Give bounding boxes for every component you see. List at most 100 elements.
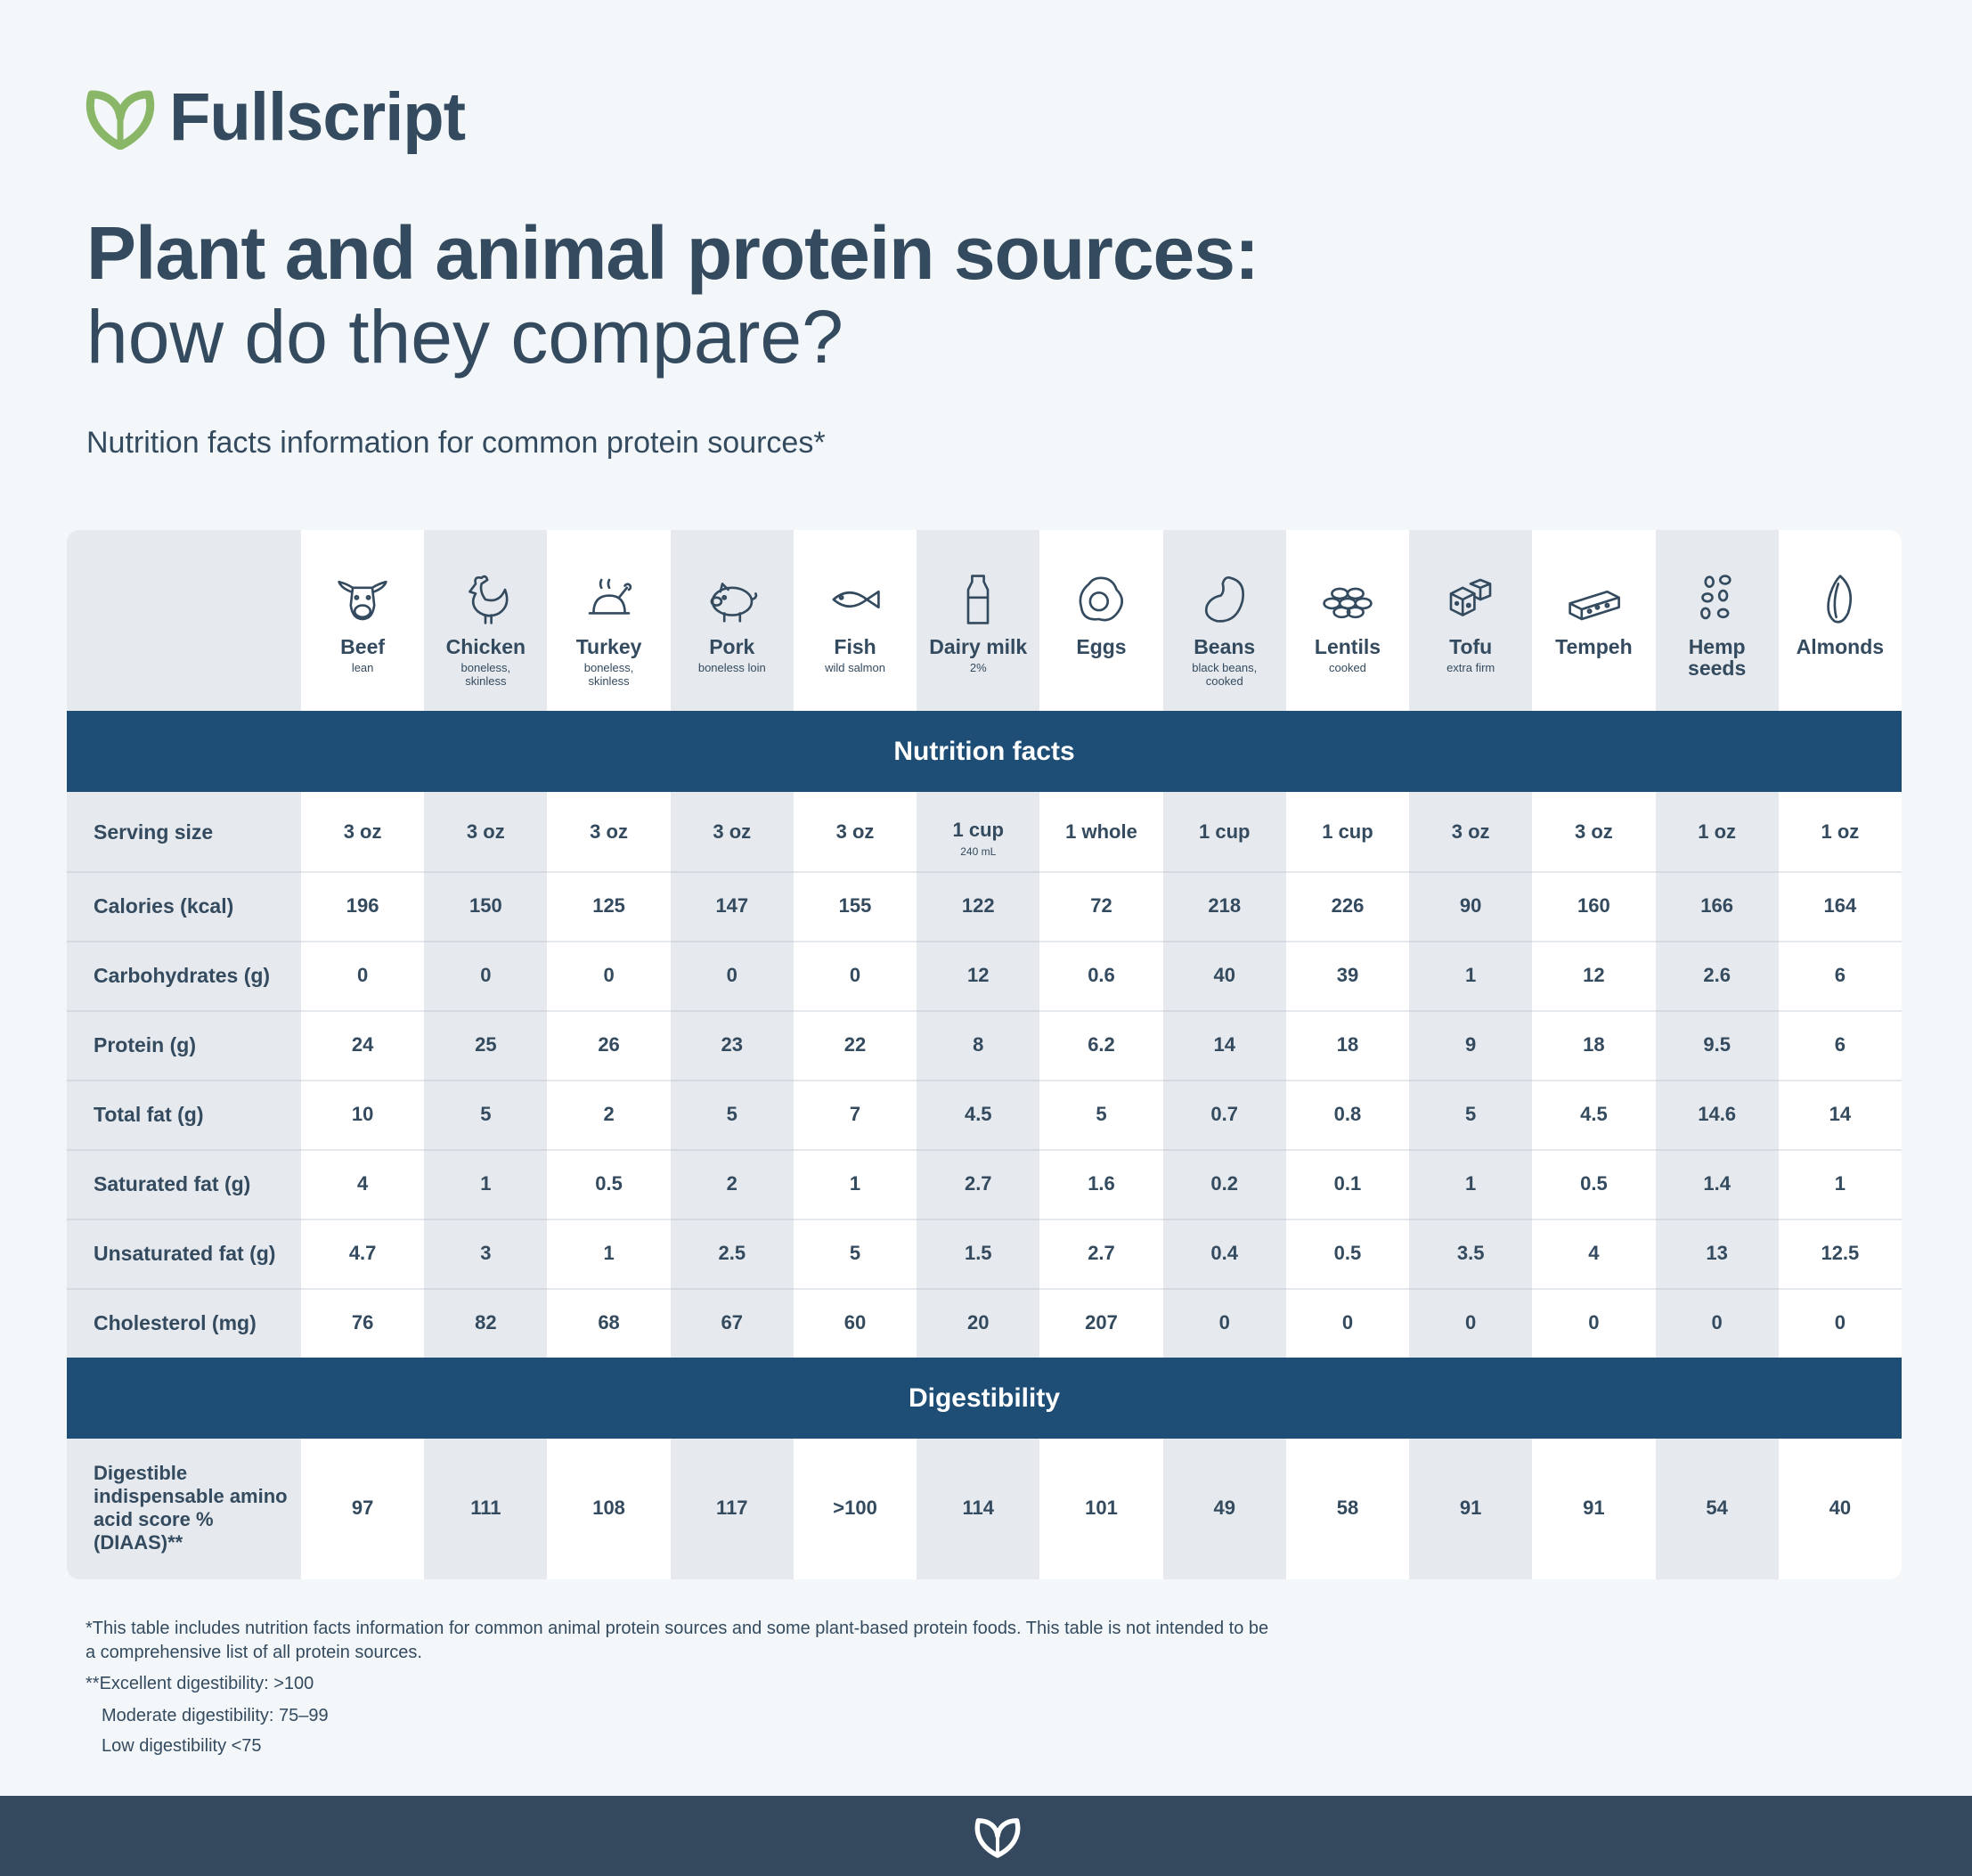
value-cell: 68 — [547, 1288, 670, 1358]
value-text: 0 — [1834, 1311, 1846, 1334]
row-label: Carbohydrates (g) — [94, 964, 271, 987]
value-text: 4.7 — [348, 1242, 377, 1264]
value-cell: 5 — [1409, 1080, 1532, 1149]
value-cell: 108 — [547, 1439, 670, 1578]
value-cell: 13 — [1656, 1219, 1779, 1288]
value-text: 114 — [962, 1497, 995, 1519]
value-text: 117 — [716, 1497, 748, 1519]
value-cell: 0 — [794, 941, 917, 1010]
value-cell: 1 — [424, 1149, 547, 1219]
value-cell: 2.7 — [917, 1149, 1039, 1219]
value-text: 101 — [1085, 1497, 1118, 1519]
column-header: Almonds — [1779, 530, 1902, 711]
row-separator — [67, 1010, 1902, 1012]
value-text: 5 — [1096, 1103, 1107, 1125]
value-text: 3 oz — [343, 820, 382, 843]
value-cell: 4.7 — [301, 1219, 424, 1288]
value-cell: 97 — [301, 1439, 424, 1578]
value-cell: 91 — [1409, 1439, 1532, 1578]
value-text: 2 — [726, 1172, 737, 1195]
value-text: 5 — [726, 1103, 737, 1125]
food-icon — [1204, 576, 1244, 623]
value-text: 12 — [967, 964, 990, 986]
food-icon — [1827, 575, 1852, 624]
value-cell: 18 — [1532, 1010, 1655, 1080]
value-text: 125 — [592, 894, 625, 917]
value-cell: 9.5 — [1656, 1010, 1779, 1080]
value-cell: 1 — [794, 1149, 917, 1219]
value-text: 10 — [351, 1103, 374, 1125]
column-name: Pork — [709, 635, 755, 658]
column-header: Eggs — [1039, 530, 1162, 711]
value-cell: 3 oz — [424, 792, 547, 871]
value-cell: 76 — [301, 1288, 424, 1358]
row-label: Protein (g) — [94, 1033, 196, 1056]
column-name: Tofu — [1449, 635, 1493, 658]
value-text: 1.5 — [964, 1242, 992, 1264]
value-text: 1 — [1834, 1172, 1846, 1195]
value-text: 150 — [469, 894, 502, 917]
row-label: Serving size — [94, 820, 214, 844]
value-text: 82 — [475, 1311, 497, 1334]
column-note: cooked — [1328, 661, 1366, 674]
column-name: Lentils — [1314, 635, 1381, 658]
food-icon — [469, 575, 509, 624]
column-note: boneless, skinless — [460, 661, 511, 688]
value-cell: 6 — [1779, 1010, 1902, 1080]
row-label: Cholesterol (mg) — [94, 1311, 257, 1334]
value-text: 147 — [715, 894, 749, 917]
value-text: 1 — [480, 1172, 492, 1195]
value-cell: 0 — [301, 941, 424, 1010]
value-cell: 1 cup 240 mL — [917, 792, 1039, 871]
value-cell: 0 — [424, 941, 547, 1010]
column-note: lean — [351, 661, 374, 674]
value-text: 90 — [1459, 894, 1482, 917]
value-text: 6 — [1834, 1033, 1846, 1056]
value-text: 22 — [843, 1033, 867, 1056]
value-cell: 1 whole — [1039, 792, 1162, 871]
column-header: Tempeh — [1532, 530, 1655, 711]
column-header: Lentils cooked — [1286, 530, 1409, 711]
food-icon — [338, 580, 387, 621]
column-name: Turkey — [575, 635, 642, 658]
food-icon — [1323, 587, 1373, 619]
value-text: 0.5 — [1333, 1242, 1362, 1264]
value-text: 76 — [351, 1311, 374, 1334]
value-cell: 6 — [1779, 941, 1902, 1010]
column-header: Dairy milk 2% — [917, 530, 1039, 711]
value-cell: 1 — [1409, 1149, 1532, 1219]
value-text: 25 — [475, 1033, 497, 1056]
value-cell: 0.8 — [1286, 1080, 1409, 1149]
value-text: 1 — [603, 1242, 615, 1264]
value-text: 2.7 — [964, 1172, 992, 1195]
value-text: 72 — [1090, 894, 1112, 917]
value-cell: 1 — [1779, 1149, 1902, 1219]
food-icon — [1080, 576, 1124, 622]
value-cell: 7 — [794, 1080, 917, 1149]
value-text: 4.5 — [1580, 1103, 1608, 1125]
food-icon — [1699, 575, 1732, 620]
value-cell: 218 — [1163, 871, 1286, 941]
value-cell: 0.2 — [1163, 1149, 1286, 1219]
logo-icon — [86, 90, 155, 150]
value-text: 164 — [1823, 894, 1857, 917]
column-name: Eggs — [1076, 635, 1127, 658]
value-text: 0.2 — [1210, 1172, 1239, 1195]
value-cell: 1 — [547, 1219, 670, 1288]
value-text: 40 — [1829, 1497, 1852, 1519]
brand: Fullscript — [169, 79, 466, 155]
value-cell: 1.5 — [917, 1219, 1039, 1288]
row-label: Calories (kcal) — [94, 894, 234, 918]
column-note: black beans, cooked — [1192, 661, 1258, 688]
row-label: Total fat (g) — [94, 1103, 204, 1126]
value-text: 0.1 — [1333, 1172, 1362, 1195]
value-text: 60 — [843, 1311, 867, 1334]
value-cell: 196 — [301, 871, 424, 941]
value-text: 1 cup — [1198, 820, 1251, 843]
column-note: extra firm — [1446, 661, 1495, 674]
column-note: 2% — [969, 661, 987, 674]
subtitle: how do they compare? — [86, 295, 843, 379]
value-text: 0.5 — [1580, 1172, 1608, 1195]
value-text: 196 — [346, 894, 379, 917]
